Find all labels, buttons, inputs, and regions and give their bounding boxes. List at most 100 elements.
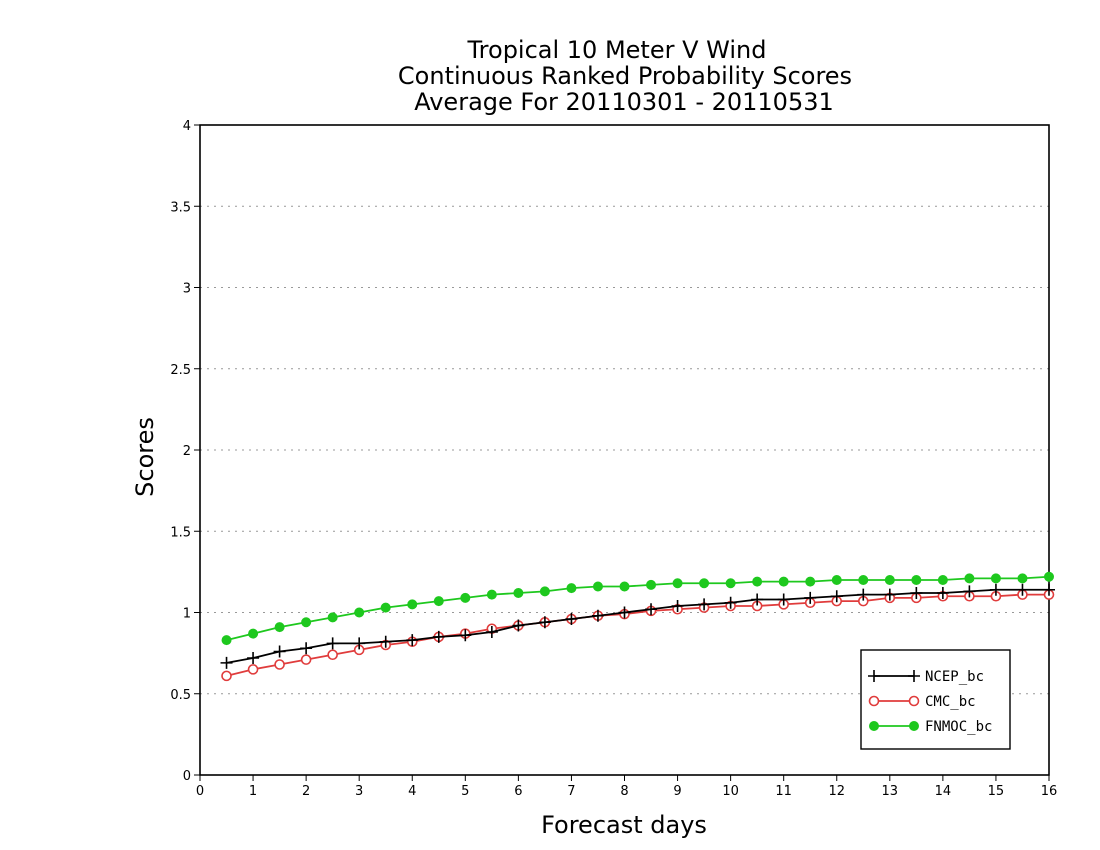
data-point-FNMOC_bc [248,628,259,639]
title-line-3: Average For 20110301 - 20110531 [414,88,834,116]
data-point-FNMOC_bc [1017,573,1028,584]
data-point-NCEP_bc [538,616,551,629]
x-tick-label: 13 [882,784,899,799]
data-point-FNMOC_bc [274,622,285,633]
data-point-FNMOC_bc [354,607,365,618]
data-point-NCEP_bc [645,603,658,616]
data-point-NCEP_bc [857,588,870,601]
x-tick-label: 1 [249,784,257,799]
y-tick-label: 3.5 [170,200,191,215]
data-point-FNMOC_bc [858,575,869,585]
data-point-NCEP_bc [247,652,260,664]
data-point-FNMOC_bc [407,599,418,610]
data-point-FNMOC_bc [1044,571,1054,582]
y-tick-label: 2.5 [170,363,191,378]
x-tick-label: 16 [1041,784,1058,799]
data-point-FNMOC_bc [433,596,444,607]
data-point-FNMOC_bc [990,573,1001,584]
x-tick-label: 4 [408,784,416,799]
series-NCEP_bc [220,583,1055,669]
data-point-FNMOC_bc [884,575,895,585]
data-point-NCEP_bc [910,587,923,599]
legend-label-NCEP_bc: NCEP_bc [925,669,984,685]
x-tick-label: 14 [935,784,952,799]
data-point-NCEP_bc [512,619,525,632]
data-point-NCEP_bc [724,596,737,609]
x-axis-title: Forecast days [541,811,707,839]
x-tick-label: 10 [722,784,739,799]
legend-marker-FNMOC_bc [909,721,919,731]
data-point-NCEP_bc [273,645,286,658]
x-tick-label: 9 [673,784,681,799]
x-tick-label: 8 [620,784,628,799]
data-point-NCEP_bc [1043,583,1055,596]
data-point-FNMOC_bc [778,576,789,587]
data-point-FNMOC_bc [646,579,657,590]
data-point-FNMOC_bc [805,576,816,587]
data-point-NCEP_bc [830,590,843,603]
data-point-NCEP_bc [326,637,339,650]
legend-marker-NCEP_bc [868,670,880,682]
x-tick-label: 3 [355,784,363,799]
data-point-FNMOC_bc [327,612,338,623]
x-tick-label: 6 [514,784,522,799]
legend-marker-CMC_bc [868,695,880,707]
data-point-FNMOC_bc [911,575,922,585]
data-point-NCEP_bc [751,593,764,606]
x-tick-label: 11 [775,784,792,799]
data-point-FNMOC_bc [964,573,975,584]
chart-title: Tropical 10 Meter V Wind Continuous Rank… [398,36,852,116]
data-point-FNMOC_bc [725,578,736,589]
axes: 00.511.522.533.540 1 2 3 4 5 6 7 8 9 10 11 12 13 14 15 1… [170,119,1057,799]
title-line-2: Continuous Ranked Probability Scores [398,62,852,90]
title-line-1: Tropical 10 Meter V Wind [467,36,767,64]
data-point-CMC_bc [247,664,259,675]
data-point-FNMOC_bc [486,589,497,600]
x-tick-label: 0 [196,784,204,799]
data-point-FNMOC_bc [513,588,524,598]
data-point-FNMOC_bc [752,576,763,587]
data-point-FNMOC_bc [301,617,312,628]
data-point-NCEP_bc [1016,583,1029,596]
x-tick-label: 7 [567,784,575,799]
data-point-NCEP_bc [989,583,1002,596]
legend-box [860,649,1011,750]
data-point-NCEP_bc [963,585,976,598]
y-tick-label: 0 [183,769,191,784]
data-point-FNMOC_bc [619,581,630,592]
y-tick-label: 2 [183,444,191,459]
data-point-NCEP_bc [432,630,445,643]
data-point-CMC_bc [221,670,232,682]
series-layer [220,571,1055,682]
data-point-NCEP_bc [883,588,896,601]
y-tick-label: 1.5 [170,525,191,540]
series-FNMOC_bc [221,571,1054,646]
grid [200,205,1049,695]
data-point-FNMOC_bc [221,635,232,646]
data-point-FNMOC_bc [592,581,603,592]
data-point-CMC_bc [274,659,285,670]
x-tick-label: 15 [988,784,1005,799]
data-point-NCEP_bc [220,656,233,669]
y-tick-label: 3 [183,282,191,297]
data-point-NCEP_bc [618,606,631,619]
data-point-NCEP_bc [936,587,949,599]
data-point-FNMOC_bc [539,586,550,597]
x-tick-label: 12 [828,784,845,799]
y-axis-title: Scores [131,417,159,497]
data-point-FNMOC_bc [380,602,391,613]
data-point-NCEP_bc [485,626,498,638]
data-point-NCEP_bc [379,635,392,648]
data-point-FNMOC_bc [672,578,683,589]
data-point-FNMOC_bc [831,575,842,585]
data-point-CMC_bc [327,649,338,661]
data-point-NCEP_bc [591,609,604,622]
data-point-CMC_bc [300,654,312,665]
y-tick-label: 0.5 [170,688,191,703]
y-tick-label: 4 [183,119,191,134]
legend-label-CMC_bc: CMC_bc [925,694,976,710]
legend-marker-FNMOC_bc [869,721,879,731]
legend-label-FNMOC_bc: FNMOC_bc [925,719,992,735]
legend-marker-CMC_bc [908,695,920,707]
